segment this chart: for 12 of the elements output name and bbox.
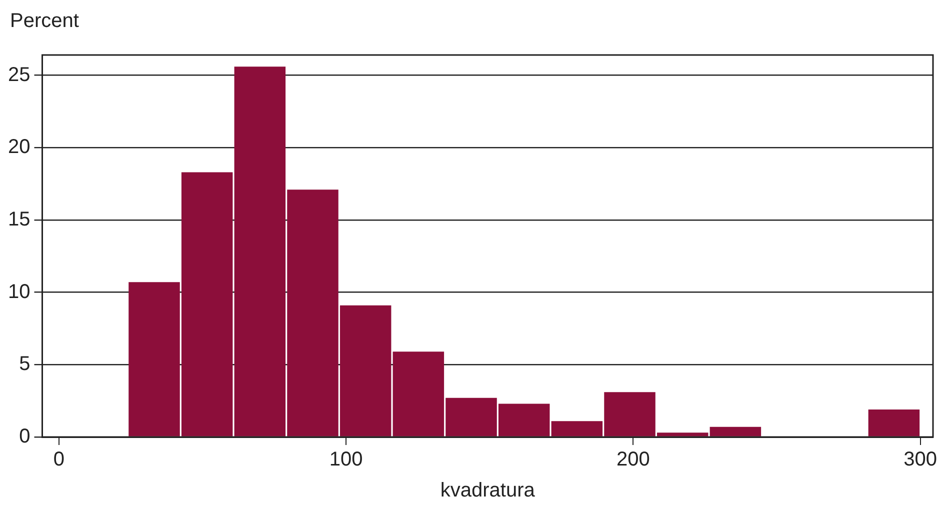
y-tick-label: 10 (8, 280, 30, 303)
x-tick-label: 100 (329, 448, 363, 471)
x-tick-label: 0 (53, 448, 64, 471)
y-axis-title: Percent (10, 10, 79, 33)
y-tick-label: 15 (8, 208, 30, 230)
y-tick-label: 20 (8, 136, 30, 158)
x-tick-label: 300 (904, 448, 938, 471)
y-tick-label: 0 (19, 426, 30, 448)
x-axis-title: kvadratura (440, 480, 536, 502)
y-tick-label: 5 (19, 353, 30, 376)
x-tick-label: 200 (616, 448, 650, 471)
y-tick-label: 25 (8, 64, 30, 86)
